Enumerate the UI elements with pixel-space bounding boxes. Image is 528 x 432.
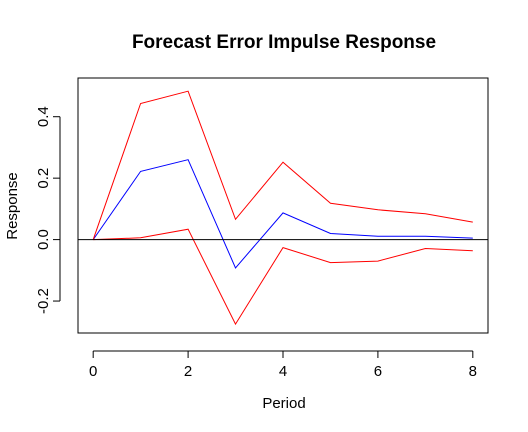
y-axis-label: Response bbox=[4, 172, 21, 240]
chart-title: Forecast Error Impulse Response bbox=[132, 32, 436, 53]
series-line-upper-band bbox=[92, 90, 473, 240]
x-tick-label: 6 bbox=[374, 363, 382, 380]
x-axis-label: Period bbox=[262, 395, 305, 412]
series-line-lower-band bbox=[93, 228, 473, 326]
y-tick-label: 0.2 bbox=[35, 168, 52, 189]
x-tick-label: 8 bbox=[469, 363, 477, 380]
x-tick-label: 0 bbox=[89, 363, 97, 380]
series-line-response bbox=[92, 159, 473, 269]
y-tick-label: -0.2 bbox=[35, 288, 52, 314]
y-tick-label: 0.4 bbox=[35, 106, 52, 127]
y-tick-label: 0.0 bbox=[35, 229, 52, 250]
plot-frame bbox=[77, 77, 489, 334]
plot-area: 0 2 4 6 8 -0.2 0.0 0.2 0.4 bbox=[35, 77, 489, 380]
x-tick-label: 4 bbox=[279, 363, 287, 380]
x-tick-label: 2 bbox=[184, 363, 192, 380]
